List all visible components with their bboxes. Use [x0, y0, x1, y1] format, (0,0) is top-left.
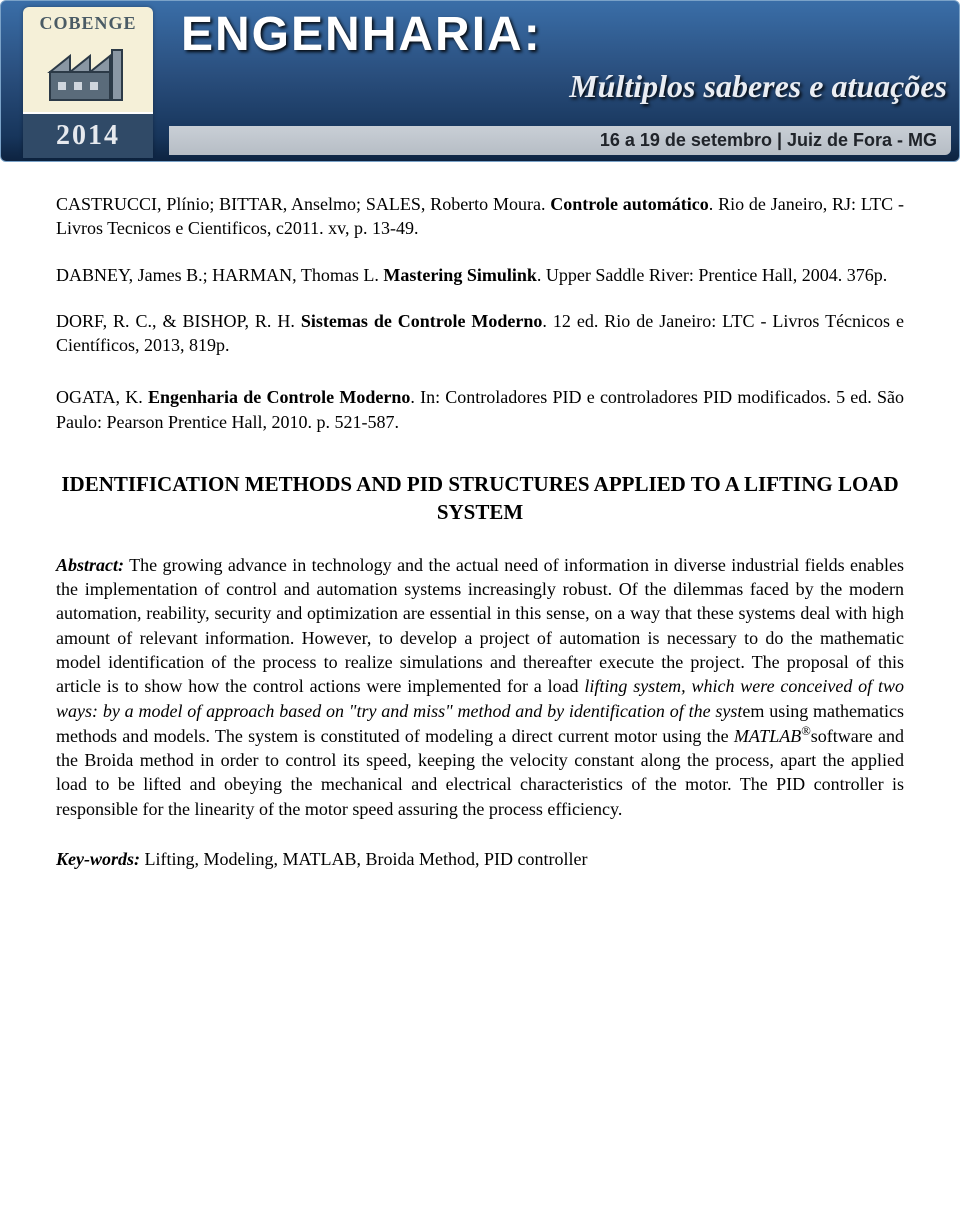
ref-title: Mastering Simulink	[383, 265, 537, 285]
section-title: IDENTIFICATION METHODS AND PID STRUCTURE…	[56, 470, 904, 527]
banner-title-block: ENGENHARIA: Múltiplos saberes e atuações	[181, 7, 947, 105]
ref-authors: CASTRUCCI, Plínio; BITTAR, Anselmo; SALE…	[56, 194, 550, 214]
registered-symbol: ®	[801, 724, 811, 738]
matlab-word: MATLAB	[734, 726, 801, 746]
cobenge-label: COBENGE	[39, 13, 136, 34]
keywords-text: Lifting, Modeling, MATLAB, Broida Method…	[140, 849, 587, 869]
ref-title: Controle automático	[550, 194, 708, 214]
factory-icon	[46, 42, 130, 102]
ref-authors: OGATA, K.	[56, 387, 148, 407]
page-content: CASTRUCCI, Plínio; BITTAR, Anselmo; SALE…	[0, 162, 960, 871]
ref-authors: DORF, R. C., & BISHOP, R. H.	[56, 311, 301, 331]
conference-banner: COBENGE 2014 ENGENHARIA: Múltiplos saber…	[0, 0, 960, 162]
reference-item: CASTRUCCI, Plínio; BITTAR, Anselmo; SALE…	[56, 192, 904, 241]
banner-main-title: ENGENHARIA:	[181, 7, 947, 62]
ref-authors: DABNEY, James B.; HARMAN, Thomas L.	[56, 265, 383, 285]
ref-title: Engenharia de Controle Moderno	[148, 387, 410, 407]
ref-title: Sistemas de Controle Moderno	[301, 311, 543, 331]
reference-item: DORF, R. C., & BISHOP, R. H. Sistemas de…	[56, 309, 904, 358]
abstract-paragraph: Abstract: The growing advance in technol…	[56, 553, 904, 821]
ref-tail: . Upper Saddle River: Prentice Hall, 200…	[537, 265, 887, 285]
keywords-label: Key-words:	[56, 849, 140, 869]
reference-item: OGATA, K. Engenharia de Controle Moderno…	[56, 385, 904, 434]
cobenge-badge: COBENGE 2014	[23, 7, 153, 157]
banner-subtitle: Múltiplos saberes e atuações	[181, 68, 947, 105]
abstract-label: Abstract:	[56, 555, 124, 575]
keywords-paragraph: Key-words: Lifting, Modeling, MATLAB, Br…	[56, 847, 904, 871]
cobenge-year: 2014	[23, 112, 153, 158]
reference-item: DABNEY, James B.; HARMAN, Thomas L. Mast…	[56, 263, 904, 287]
banner-date-strip: 16 a 19 de setembro | Juiz de Fora - MG	[169, 126, 951, 155]
